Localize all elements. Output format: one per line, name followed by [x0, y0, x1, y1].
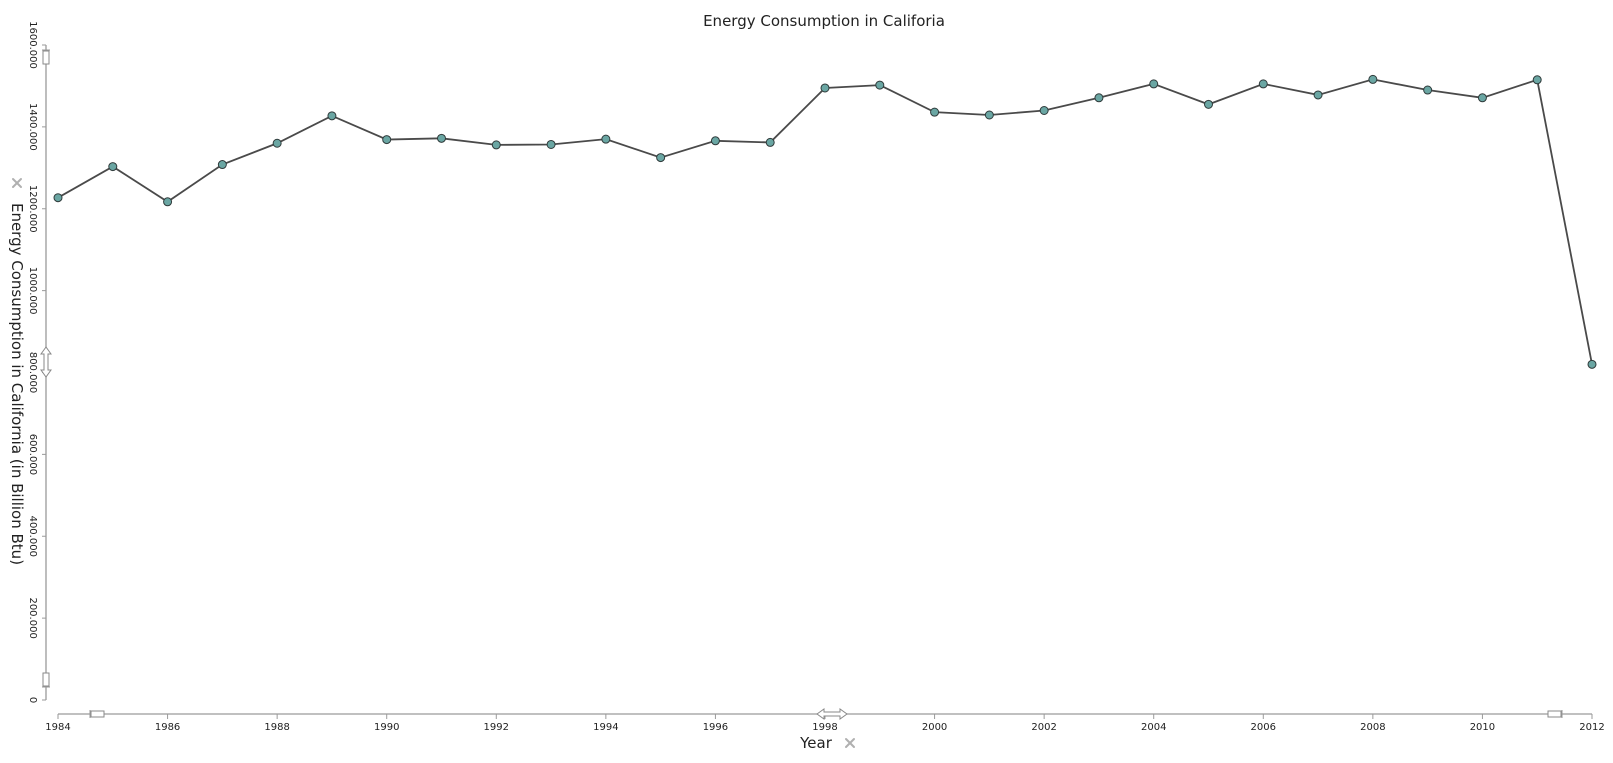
- y-tick-label: 1200.000: [27, 185, 38, 233]
- y-axis: 0 200.000 400.000 600.000 800.000 1000.000 120…: [27, 21, 47, 703]
- data-point[interactable]: [217, 160, 227, 170]
- x-tick-label: 1998: [812, 722, 837, 733]
- data-point[interactable]: [163, 197, 173, 207]
- data-point[interactable]: [710, 136, 720, 146]
- x-axis-max-handle[interactable]: [1547, 710, 1563, 718]
- x-tick-label: 2006: [1251, 722, 1276, 733]
- x-axis-pan-handle[interactable]: [816, 708, 848, 720]
- data-point[interactable]: [491, 140, 501, 150]
- data-point[interactable]: [1258, 79, 1268, 89]
- x-tick-label: 2012: [1579, 722, 1604, 733]
- y-tick-label: 1000.000: [27, 267, 38, 315]
- data-point[interactable]: [1532, 75, 1542, 85]
- x-tick-label: 1984: [45, 722, 70, 733]
- data-point[interactable]: [765, 137, 775, 147]
- x-tick-label: 2008: [1360, 722, 1385, 733]
- y-tick-label: 800.000: [27, 352, 38, 393]
- data-point[interactable]: [875, 80, 885, 90]
- data-point[interactable]: [1587, 359, 1597, 369]
- x-tick-label: 1992: [484, 722, 509, 733]
- data-point[interactable]: [382, 135, 392, 145]
- series-group: [53, 74, 1597, 369]
- x-tick-label: 2010: [1470, 722, 1495, 733]
- x-axis: 1984 1986 1988 1990 1992 1994 1996 1998 2000 2002…: [45, 713, 1605, 733]
- x-axis-title: Year: [799, 734, 833, 752]
- data-point[interactable]: [1477, 93, 1487, 103]
- y-tick-label: 1600.000: [27, 21, 38, 69]
- x-tick-label: 2002: [1031, 722, 1056, 733]
- data-point[interactable]: [601, 134, 611, 144]
- data-point[interactable]: [437, 133, 446, 143]
- series-line: [57, 78, 1593, 365]
- data-point[interactable]: [656, 153, 666, 163]
- data-point[interactable]: [327, 111, 337, 121]
- data-point[interactable]: [1204, 99, 1213, 109]
- data-point[interactable]: [1094, 93, 1104, 103]
- data-point[interactable]: [546, 139, 556, 149]
- x-tick-label: 1996: [703, 722, 728, 733]
- x-tick-label: 1990: [374, 722, 399, 733]
- y-axis-remove-close-icon[interactable]: [12, 178, 22, 188]
- x-tick-label: 1994: [593, 722, 618, 733]
- x-tick-label: 1988: [264, 722, 289, 733]
- x-axis-remove-close-icon[interactable]: [845, 738, 855, 748]
- y-tick-label: 400.000: [27, 516, 38, 557]
- y-axis-max-handle[interactable]: [42, 49, 50, 65]
- data-point[interactable]: [930, 107, 940, 117]
- data-point[interactable]: [272, 138, 282, 148]
- x-tick-label: 2000: [922, 722, 947, 733]
- y-tick-label: 600.000: [27, 434, 38, 475]
- data-point[interactable]: [53, 193, 63, 203]
- y-axis-title: Energy Consumption in California (in Bil…: [8, 203, 26, 565]
- data-point[interactable]: [1423, 85, 1433, 95]
- data-point[interactable]: [108, 162, 118, 172]
- y-tick-label: 200.000: [27, 597, 38, 638]
- data-point[interactable]: [820, 83, 830, 93]
- x-tick-label: 2004: [1141, 722, 1166, 733]
- y-axis-min-handle[interactable]: [42, 672, 50, 688]
- chart-title: Energy Consumption in Califoria: [703, 12, 945, 30]
- data-point[interactable]: [1149, 79, 1159, 89]
- y-tick-label: 1400.000: [27, 103, 38, 151]
- data-point[interactable]: [984, 110, 994, 120]
- y-axis-pan-handle[interactable]: [40, 346, 52, 378]
- x-tick-label: 1986: [155, 722, 180, 733]
- data-point[interactable]: [1368, 74, 1378, 84]
- x-axis-min-handle[interactable]: [89, 710, 105, 718]
- data-point[interactable]: [1313, 90, 1323, 100]
- data-point[interactable]: [1039, 106, 1049, 115]
- y-tick-label: 0: [27, 697, 38, 703]
